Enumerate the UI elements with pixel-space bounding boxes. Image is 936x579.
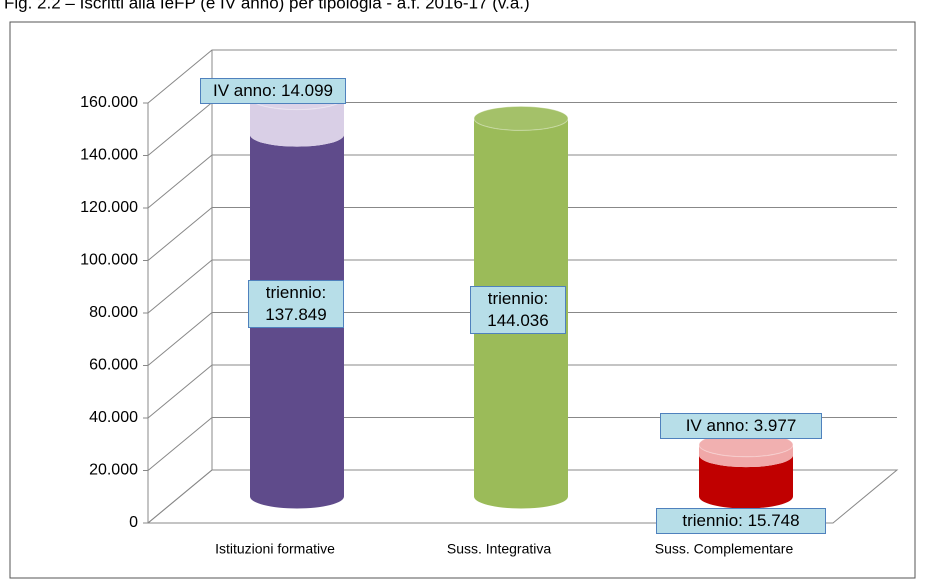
data-label: triennio: 137.849 xyxy=(248,280,344,328)
y-tick-label: 60.000 xyxy=(89,357,138,374)
bar xyxy=(699,444,793,468)
y-tick-label: 160.000 xyxy=(80,94,138,111)
y-tick-label: 20.000 xyxy=(89,462,138,479)
bar-top xyxy=(473,105,569,131)
y-tick-label: 120.000 xyxy=(80,199,138,216)
y-tick-label: 0 xyxy=(129,514,138,531)
data-label: triennio: 144.036 xyxy=(470,286,566,334)
y-tick-label: 80.000 xyxy=(89,304,138,321)
bar xyxy=(250,97,344,147)
y-tick-label: 100.000 xyxy=(80,252,138,269)
x-tick-label: Suss. Integrativa xyxy=(447,541,551,557)
x-tick-label: Istituzioni formative xyxy=(215,541,335,557)
y-tick-label: 40.000 xyxy=(89,409,138,426)
x-tick-label: Suss. Complementare xyxy=(655,541,794,557)
bar xyxy=(699,455,793,509)
data-label: triennio: 15.748 xyxy=(656,508,826,534)
chart-title: Fig. 2.2 – Iscritti alla IeFP (e IV anno… xyxy=(4,0,530,12)
data-label: IV anno: 14.099 xyxy=(200,78,346,104)
data-label: IV anno: 3.977 xyxy=(660,413,822,439)
y-tick-label: 140.000 xyxy=(80,147,138,164)
